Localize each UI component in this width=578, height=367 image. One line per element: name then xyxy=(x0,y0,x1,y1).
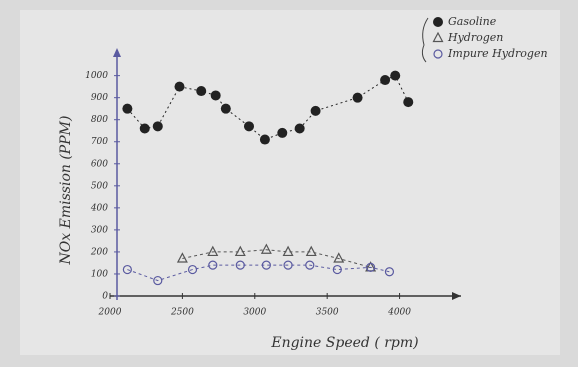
data-point xyxy=(283,260,293,270)
data-point xyxy=(234,245,246,257)
y-tick-label: 1000 xyxy=(85,71,108,81)
data-point xyxy=(243,121,254,132)
data-point xyxy=(235,260,245,270)
y-tick-label: 500 xyxy=(91,181,108,191)
data-point xyxy=(220,103,231,114)
data-point xyxy=(352,92,363,103)
y-axis-title: NOx Emission (PPM) xyxy=(58,116,74,266)
legend-text: Gasoline xyxy=(448,15,497,28)
data-point xyxy=(152,121,163,132)
y-tick-label: 200 xyxy=(90,247,108,257)
data-point xyxy=(261,260,271,270)
data-point xyxy=(139,123,150,134)
data-point xyxy=(390,70,401,81)
data-point xyxy=(294,123,305,134)
data-point xyxy=(332,264,342,275)
x-tick-label: 2500 xyxy=(170,308,194,318)
data-point xyxy=(305,245,317,257)
legend-text: Impure Hydrogen xyxy=(447,47,548,60)
y-tick-label: 100 xyxy=(91,269,108,279)
y-tick-label: 400 xyxy=(90,203,108,213)
x-tick-label: 3000 xyxy=(243,308,266,318)
data-point xyxy=(366,262,376,272)
data-point xyxy=(282,245,294,257)
data-point xyxy=(403,97,414,108)
legend-text: Hydrogen xyxy=(447,31,503,44)
legend-brace xyxy=(421,17,429,63)
data-point xyxy=(305,260,315,270)
y-tick-label: 300 xyxy=(91,225,108,235)
data-point xyxy=(153,275,163,286)
y-tick-label: 0 xyxy=(102,292,108,302)
data-point xyxy=(122,264,132,275)
data-point xyxy=(310,105,321,116)
y-tick-label: 700 xyxy=(91,137,108,147)
data-point xyxy=(176,252,188,263)
x-tick-label: 3500 xyxy=(316,308,339,318)
y-tick-label: 900 xyxy=(91,93,108,103)
legend-marker xyxy=(432,31,444,43)
data-point xyxy=(260,243,272,254)
data-point xyxy=(187,264,198,275)
data-point xyxy=(174,81,185,92)
x-axis-title: Engine Speed ( rpm) xyxy=(270,335,418,351)
y-tick-label: 600 xyxy=(91,159,108,169)
data-point xyxy=(122,103,133,114)
data-point xyxy=(384,267,395,277)
data-point xyxy=(210,90,221,101)
legend-marker xyxy=(433,17,443,27)
x-axis-arrow xyxy=(452,292,461,300)
data-point xyxy=(208,260,218,270)
data-point xyxy=(207,245,219,257)
x-tick-label: 4000 xyxy=(387,308,411,318)
data-point xyxy=(333,252,345,263)
legend-marker xyxy=(433,49,443,59)
data-point xyxy=(277,127,288,138)
y-tick-label: 800 xyxy=(91,115,108,125)
x-tick-label: 2000 xyxy=(98,308,122,318)
data-point xyxy=(196,86,207,97)
data-point xyxy=(259,134,270,145)
series-line xyxy=(127,264,390,282)
data-point xyxy=(380,75,391,86)
y-axis-arrow xyxy=(113,48,121,57)
